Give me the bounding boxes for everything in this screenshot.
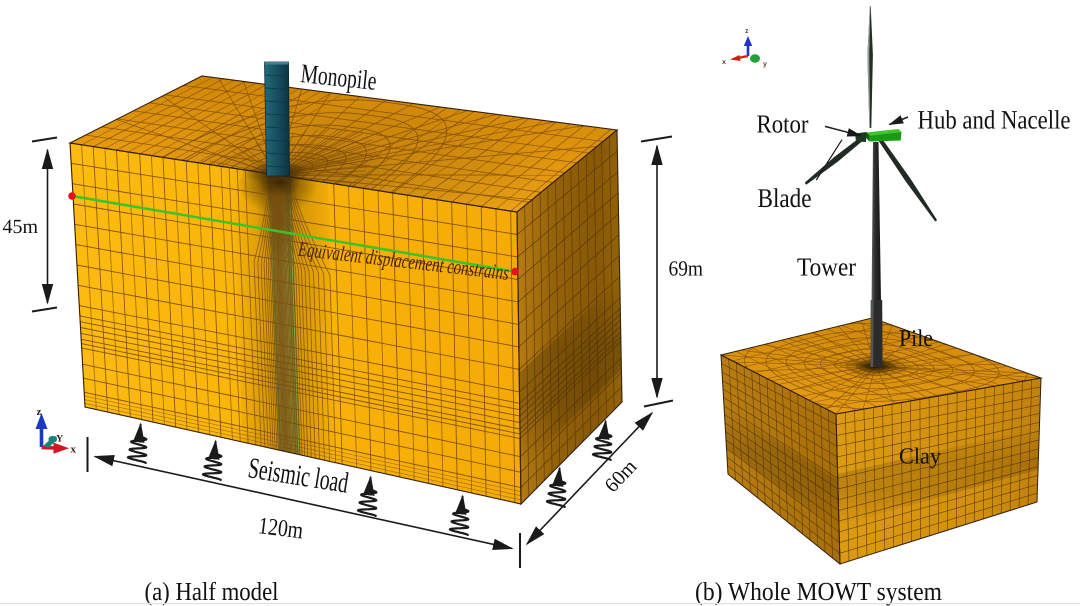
svg-text:Clay: Clay (899, 443, 941, 468)
svg-text:Tower: Tower (797, 253, 856, 282)
svg-text:y: y (763, 61, 767, 68)
svg-text:(a) Half model: (a) Half model (145, 577, 279, 606)
svg-text:z: z (745, 28, 749, 35)
svg-text:Y: Y (56, 434, 64, 445)
svg-text:x: x (722, 59, 726, 66)
svg-text:z: z (37, 406, 42, 418)
svg-text:Rotor: Rotor (757, 110, 809, 139)
svg-text:45m: 45m (3, 216, 39, 238)
svg-text:120m: 120m (257, 513, 305, 544)
svg-text:x: x (71, 444, 77, 456)
svg-text:Blade: Blade (758, 183, 812, 213)
svg-text:69m: 69m (669, 257, 704, 281)
svg-text:Hub and Nacelle: Hub and Nacelle (918, 105, 1071, 135)
svg-text:(b) Whole MOWT system: (b) Whole MOWT system (695, 577, 942, 606)
svg-text:Pile: Pile (899, 326, 933, 352)
